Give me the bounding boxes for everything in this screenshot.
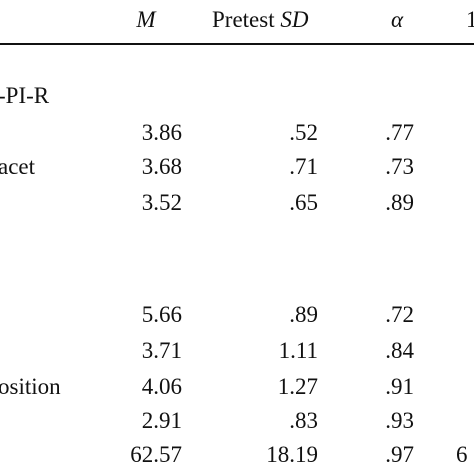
cell-mean: 3.86 (141, 120, 182, 145)
cell-alpha: .72 (385, 302, 414, 327)
cell-sd: 1.11 (278, 338, 318, 363)
cell-sd: .52 (289, 120, 318, 145)
cell-mean: 62.57 (130, 442, 182, 467)
header-pretest-label: Pretest (212, 7, 275, 32)
cell-sd: .83 (289, 408, 318, 433)
cell-sd: 18.19 (266, 442, 318, 467)
cell-alpha: .77 (385, 120, 414, 145)
cell-mean: 4.06 (141, 374, 182, 399)
header-rule (0, 43, 474, 45)
cell-sd: .89 (289, 302, 318, 327)
cell-alpha: .89 (385, 190, 414, 215)
row-label-disposition: osition (0, 374, 61, 399)
cell-alpha: .73 (385, 154, 414, 179)
cell-partial: 6 (456, 442, 468, 467)
cell-mean: 3.71 (141, 338, 182, 363)
cell-alpha: .97 (385, 442, 414, 467)
header-pretest-sd: Pretest SD (212, 8, 308, 31)
cell-alpha: .93 (385, 408, 414, 433)
row-label-facet: acet (0, 154, 36, 179)
cell-sd: .65 (289, 190, 318, 215)
cell-alpha: .84 (385, 338, 414, 363)
cell-mean: 3.52 (141, 190, 182, 215)
header-sd-label: SD (280, 7, 309, 32)
cell-mean: 3.68 (141, 154, 182, 179)
cell-sd: 1.27 (277, 374, 318, 399)
cell-mean: 5.66 (141, 302, 182, 327)
header-partial-column: 1 (466, 7, 474, 32)
cell-mean: 2.91 (141, 408, 182, 433)
header-alpha: α (390, 7, 404, 32)
cell-sd: .71 (289, 154, 318, 179)
header-mean: M (136, 7, 156, 32)
section-label-neo-pi-r: -PI-R (0, 83, 50, 108)
cell-alpha: .91 (385, 374, 414, 399)
